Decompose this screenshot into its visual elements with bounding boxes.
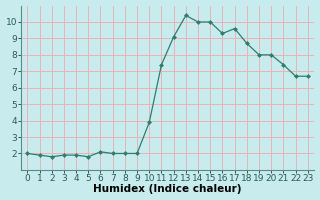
X-axis label: Humidex (Indice chaleur): Humidex (Indice chaleur) bbox=[93, 184, 242, 194]
